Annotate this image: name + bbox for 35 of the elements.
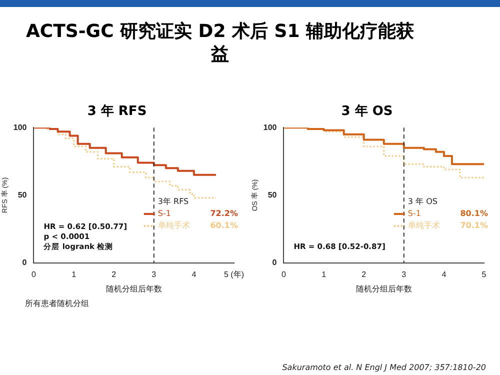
text: Sakuramoto et al. N Engl J Med 2007; 357:1810-20 — [282, 363, 486, 372]
annotation: 60.1% — [210, 221, 238, 230]
x-tick-label: 1 — [322, 270, 327, 279]
x-tick-label: 2 — [112, 270, 117, 279]
x-tick-label: 0 — [282, 270, 287, 279]
x-tick-label: 5 (年) — [224, 270, 244, 279]
x-tick-label: 5 — [482, 270, 487, 279]
y-tick-label: 50 — [268, 190, 278, 200]
x-tick-label: 3 — [152, 270, 157, 279]
legend-title: 3 年 OS — [408, 197, 438, 206]
legend-title: 3年 RFS — [158, 197, 189, 206]
y-tick-label: 100 — [263, 122, 278, 132]
y-tick-label: 0 — [22, 258, 28, 268]
x-axis-title: 随机分组后年数 — [106, 284, 162, 294]
annotation: 70.1% — [460, 221, 488, 230]
x-tick-label: 4 — [442, 270, 447, 279]
annotation: 72.2% — [210, 209, 238, 218]
legend-label: 单纯手术 — [158, 221, 190, 230]
x-tick-label: 0 — [32, 270, 37, 279]
x-tick-label: 4 — [192, 270, 197, 279]
annotation: 80.1% — [460, 209, 488, 218]
chart-title: ACTS-GC 研究证实 D2 术后 S1 辅助化疗能获益 — [24, 20, 416, 66]
x-tick-label: 3 — [402, 270, 407, 279]
x-tick-label: 1 — [72, 270, 77, 279]
chart-title: 3 年 OS — [341, 104, 393, 120]
chart-subtitle: 3 年 RFS — [87, 104, 147, 120]
y-tick-label: 100 — [13, 122, 28, 132]
y-tick-label: 0 — [272, 258, 278, 268]
legend-label: S-1 — [408, 209, 421, 218]
legend-label: S-1 — [158, 209, 171, 218]
text: 所有患者随机分组 — [25, 298, 89, 309]
legend-label: 单纯手术 — [408, 221, 440, 230]
x-tick-label: 2 — [362, 270, 367, 279]
x-axis-title: 随机分组后年数 — [356, 284, 412, 294]
y-tick-label: 50 — [18, 190, 28, 200]
